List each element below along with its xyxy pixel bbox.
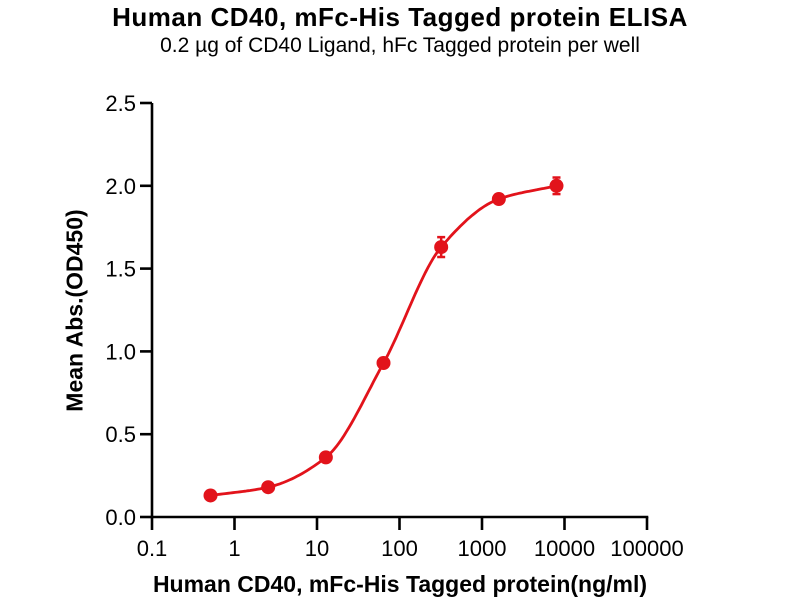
x-tick-label: 100000 xyxy=(610,536,683,561)
y-tick-label: 1.5 xyxy=(105,257,136,282)
x-tick-label: 1000 xyxy=(458,536,507,561)
data-points xyxy=(203,178,564,503)
chart-subtitle: 0.2 µg of CD40 Ligand, hFc Tagged protei… xyxy=(160,34,640,57)
axes xyxy=(150,103,649,519)
y-tick-label: 0.0 xyxy=(105,505,136,530)
x-tick-label: 1 xyxy=(228,536,240,561)
data-point xyxy=(318,450,333,465)
data-point xyxy=(434,240,449,255)
y-tick-label: 1.0 xyxy=(105,339,136,364)
data-point xyxy=(203,488,218,503)
x-tick-label: 10 xyxy=(305,536,329,561)
x-axis-label: Human CD40, mFc-His Tagged protein(ng/ml… xyxy=(152,571,648,597)
data-point xyxy=(261,480,276,495)
data-point xyxy=(376,355,391,370)
y-axis-label: Mean Abs.(OD450) xyxy=(61,209,88,412)
x-ticks: 0.1 1 10 100 1000 10000 100000 xyxy=(137,517,684,561)
data-point xyxy=(549,178,564,193)
x-tick-label: 0.1 xyxy=(137,536,168,561)
x-tick-label: 100 xyxy=(381,536,418,561)
fit-curve xyxy=(210,184,557,497)
chart-title: Human CD40, mFc-His Tagged protein ELISA xyxy=(112,2,688,32)
x-tick-label: 10000 xyxy=(534,536,595,561)
y-tick-label: 2.5 xyxy=(105,91,136,116)
y-tick-label: 2.0 xyxy=(105,174,136,199)
y-ticks: 0.0 0.5 1.0 1.5 2.0 2.5 xyxy=(105,91,152,530)
y-tick-label: 0.5 xyxy=(105,422,136,447)
data-point xyxy=(491,192,506,207)
